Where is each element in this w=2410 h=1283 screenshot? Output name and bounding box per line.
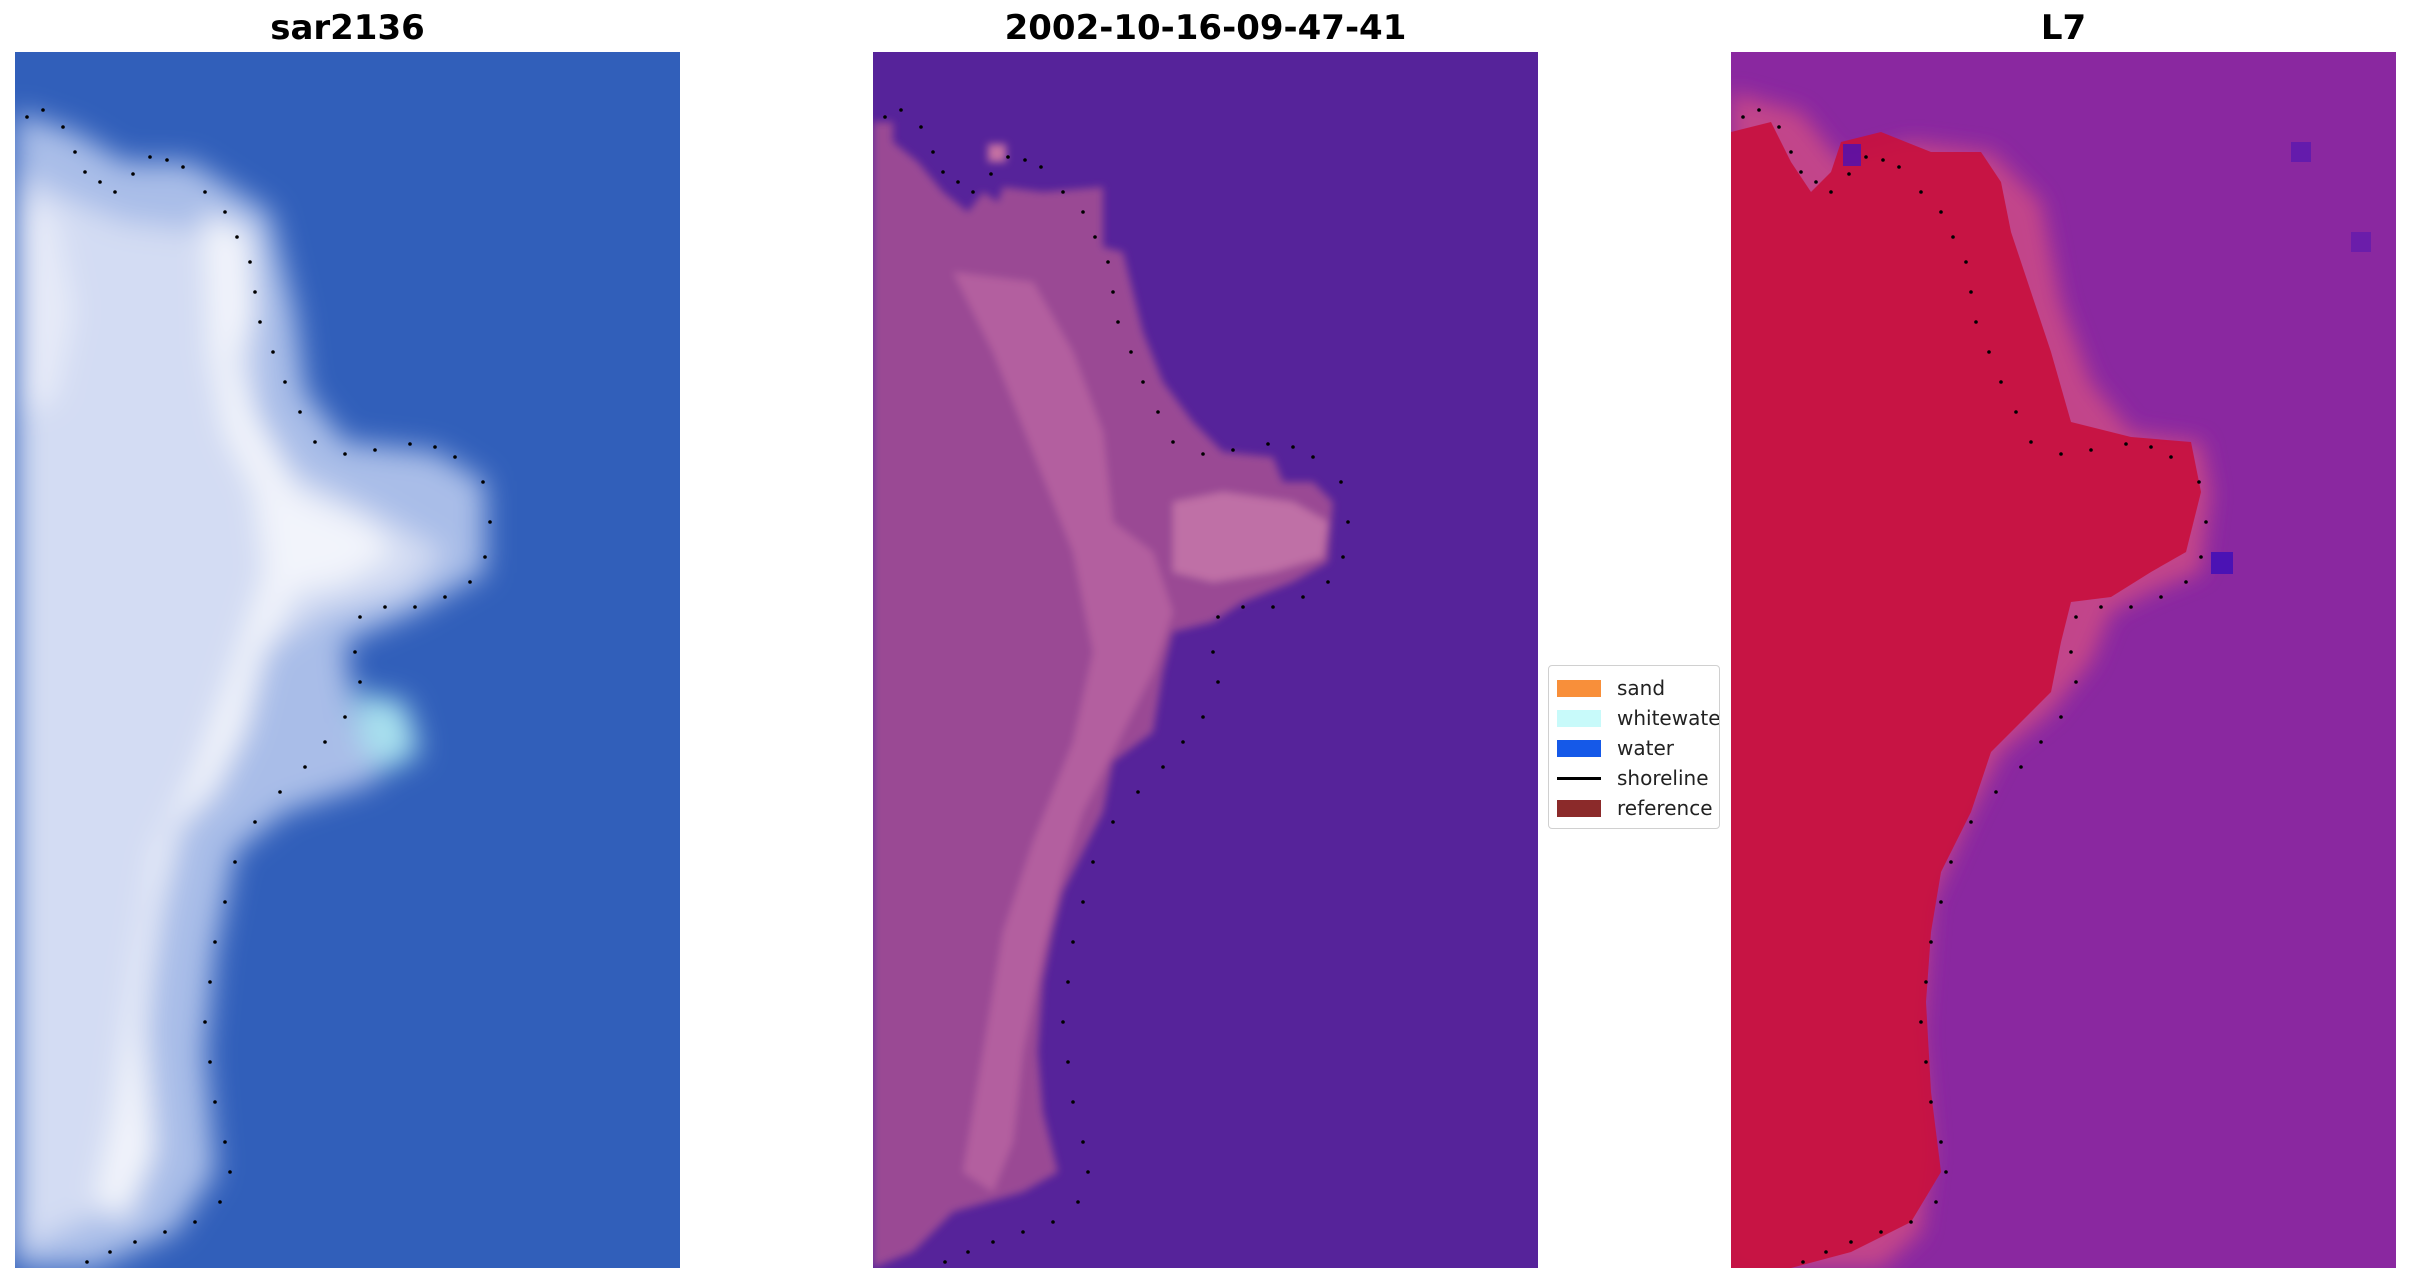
shoreline-points [1741,108,2208,1264]
legend-item-sand: sand [1557,676,1665,700]
sand-swatch [1557,679,1601,697]
water-swatch [1557,739,1601,757]
legend-item-whitewater: whitewater [1557,706,1720,730]
legend-label: water [1617,736,1674,760]
panel-title: 2002-10-16-09-47-41 [1004,8,1407,48]
classified-image [873,52,1538,1268]
legend-item-water: water [1557,736,1674,760]
index-image [1731,52,2396,1268]
panel-index: L7 [1731,0,2396,1283]
panel-title: sar2136 [270,8,425,48]
legend-label: shoreline [1617,766,1709,790]
rgb-image [15,52,680,1268]
shoreline-points [883,108,1350,1264]
legend: sand whitewater water shoreline referenc… [1548,665,1720,829]
legend-label: reference shoreline [1617,796,1719,820]
legend-label: whitewater [1617,706,1720,730]
reference-shoreline-swatch [1557,799,1601,817]
panel-title: L7 [2040,8,2087,48]
whitewater-swatch [1557,709,1601,727]
legend-label: sand [1617,676,1666,700]
panel-classified: 2002-10-16-09-47-41 [873,0,1538,1283]
legend-item-reference-shoreline: reference shoreline [1557,796,1719,820]
panel-rgb: sar2136 [15,0,680,1283]
shoreline-points [25,108,492,1264]
legend-item-shoreline: shoreline [1557,766,1709,790]
shoreline-line-swatch [1557,776,1601,780]
